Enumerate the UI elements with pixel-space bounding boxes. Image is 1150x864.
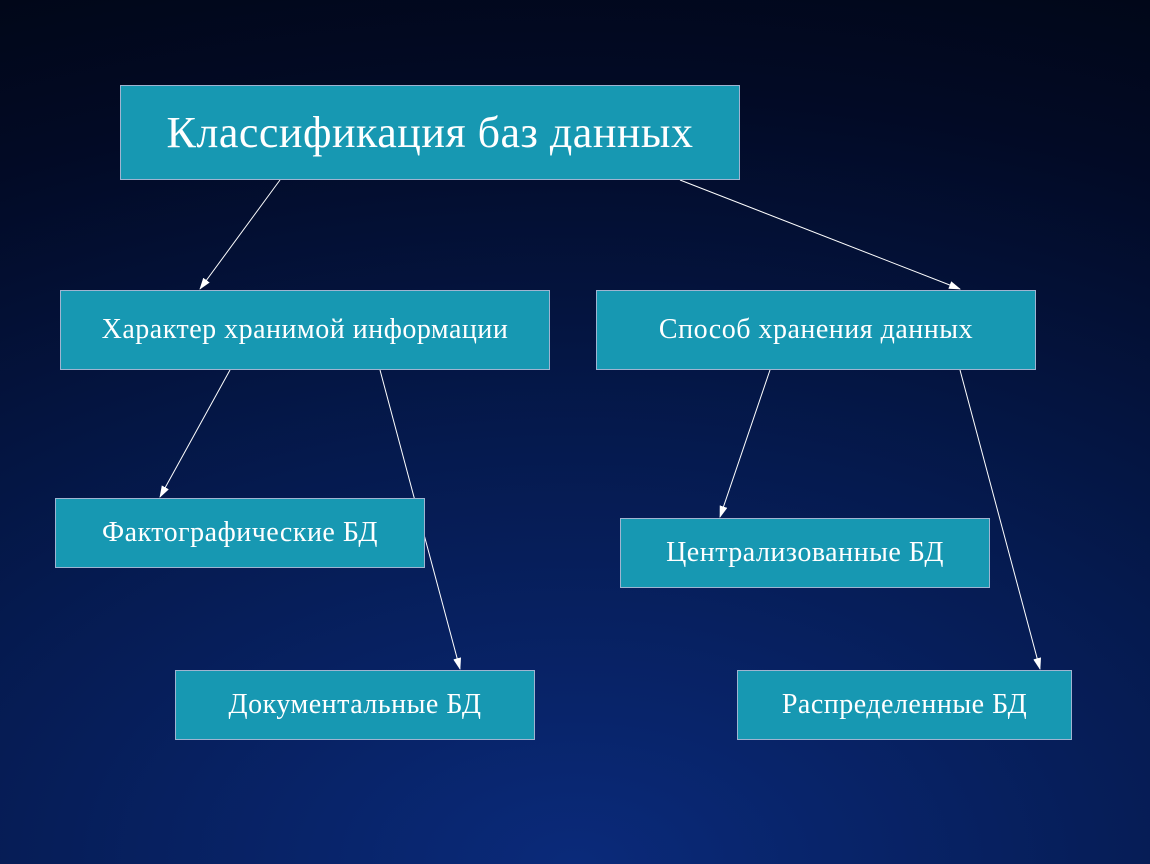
node-label-leaf2b: Распределенные БД <box>782 689 1027 721</box>
edge-root-to-cat1 <box>200 180 280 289</box>
node-label-cat2: Способ хранения данных <box>659 314 973 346</box>
edge-root-to-cat2 <box>680 180 960 289</box>
edge-cat1-to-leaf1a <box>160 370 230 497</box>
node-leaf2a: Централизованные БД <box>620 518 990 588</box>
node-root: Классификация баз данных <box>120 85 740 180</box>
node-leaf1b: Документальные БД <box>175 670 535 740</box>
node-leaf2b: Распределенные БД <box>737 670 1072 740</box>
node-label-cat1: Характер хранимой информации <box>102 314 509 346</box>
node-label-root: Классификация баз данных <box>167 107 694 158</box>
node-label-leaf1b: Документальные БД <box>229 689 482 721</box>
node-label-leaf1a: Фактографические БД <box>102 517 378 549</box>
node-cat1: Характер хранимой информации <box>60 290 550 370</box>
node-label-leaf2a: Централизованные БД <box>666 537 944 569</box>
node-leaf1a: Фактографические БД <box>55 498 425 568</box>
edge-cat2-to-leaf2a <box>720 370 770 517</box>
node-cat2: Способ хранения данных <box>596 290 1036 370</box>
